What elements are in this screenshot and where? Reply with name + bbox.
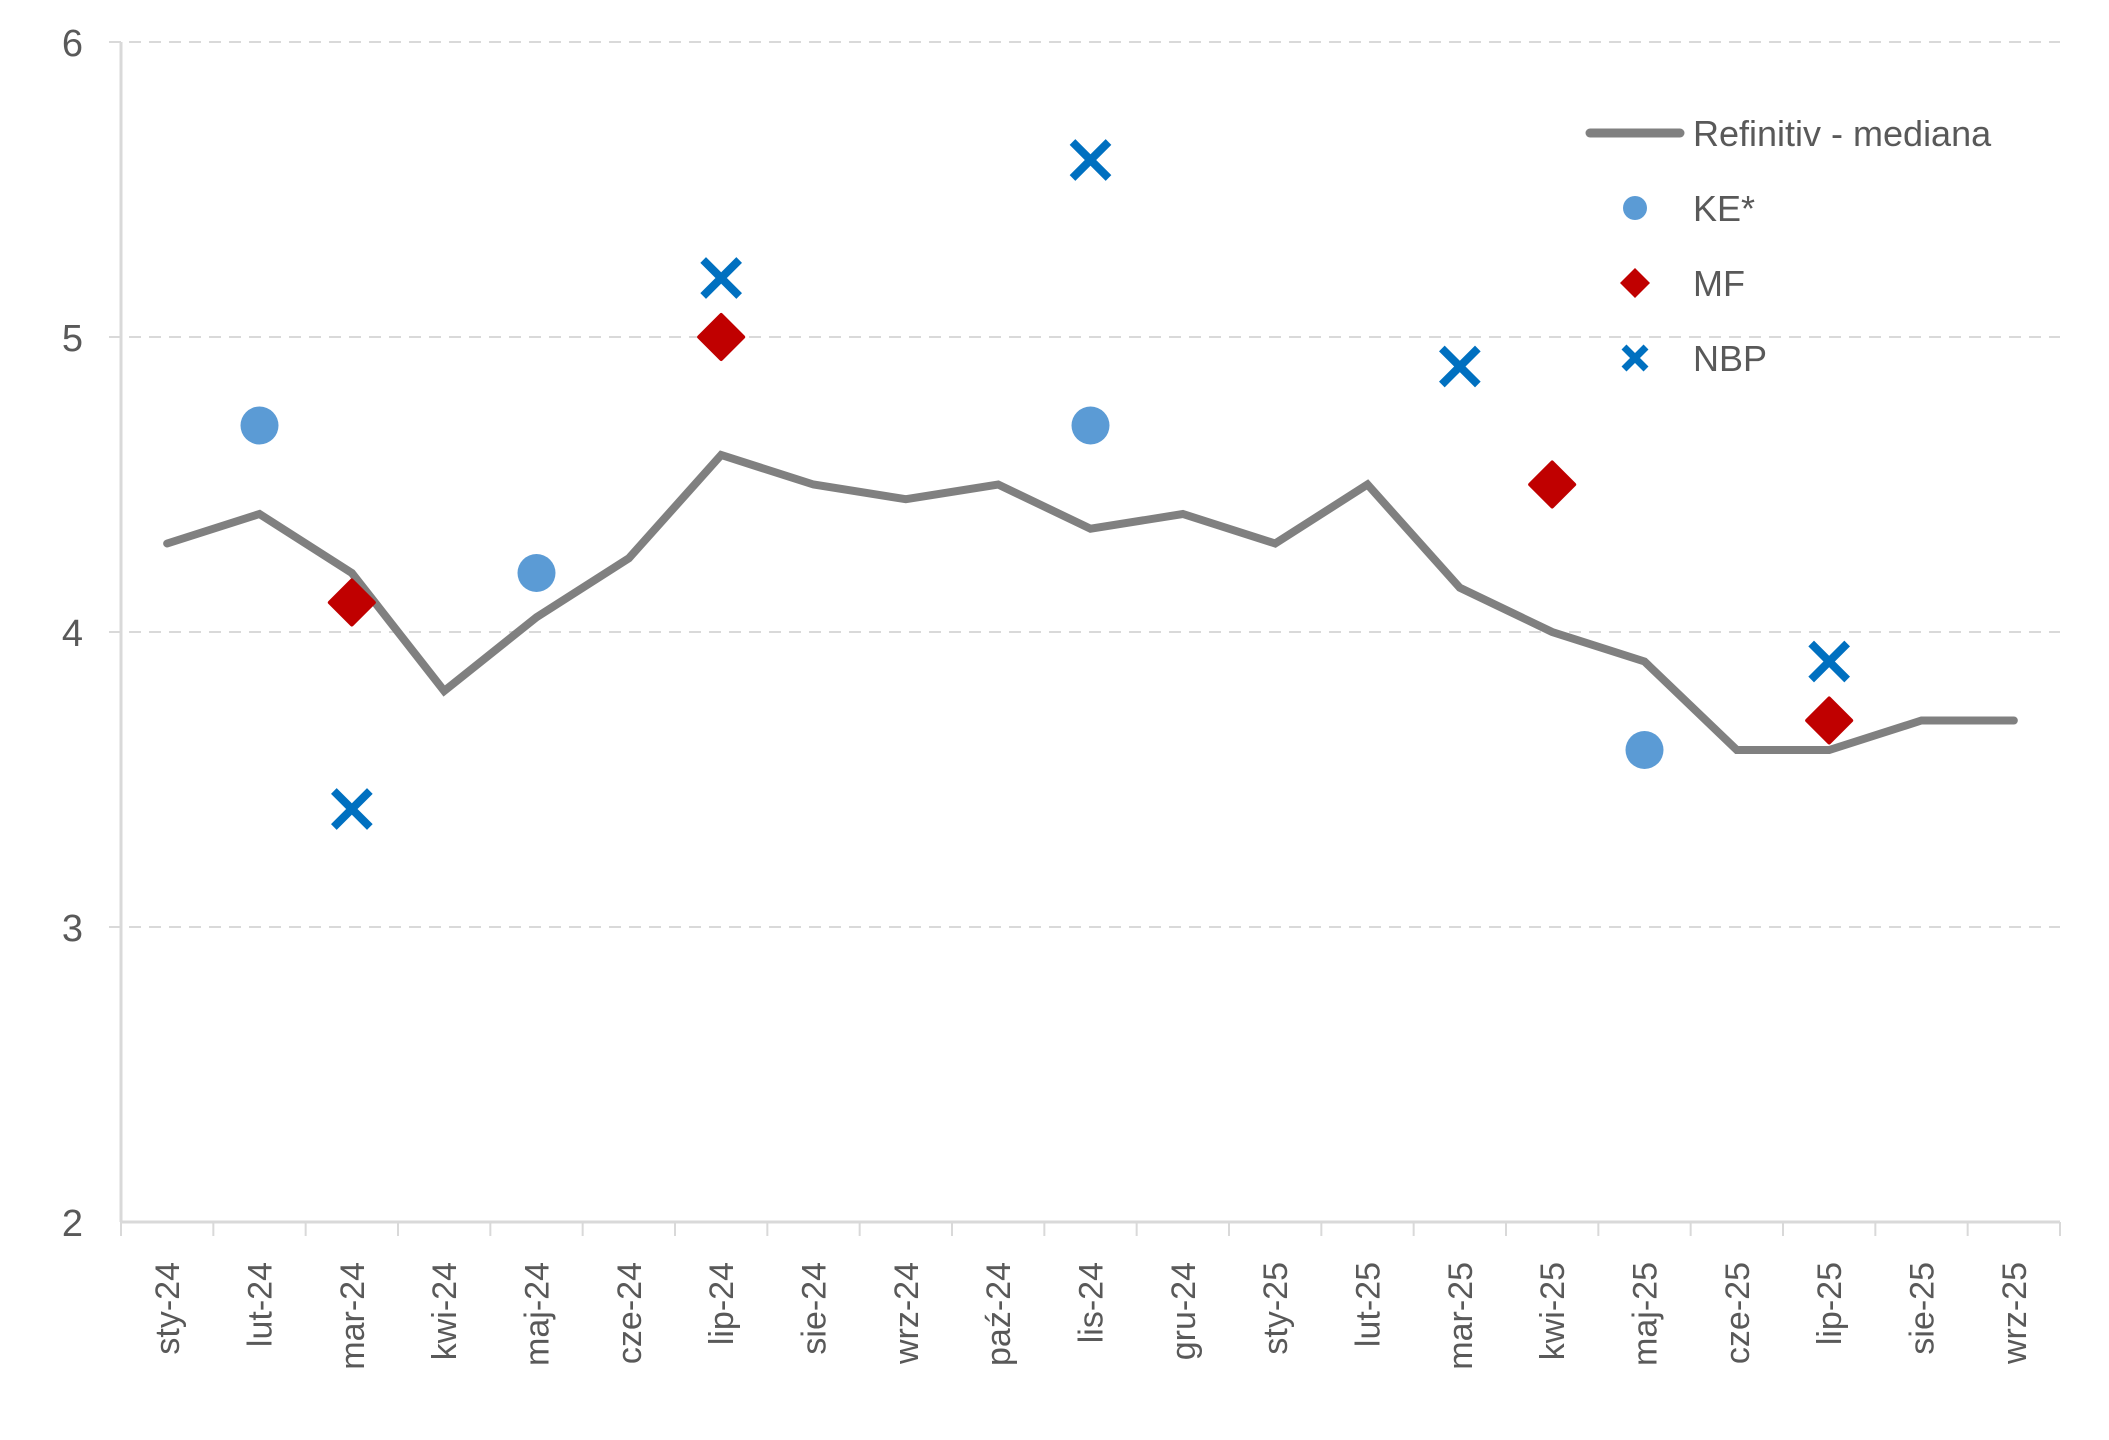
- x-tick-label: kwi-24: [426, 1262, 464, 1360]
- x-tick-label: sty-25: [1257, 1262, 1295, 1355]
- series-ke: [240, 406, 1664, 769]
- legend-item: KE*: [1623, 188, 1755, 229]
- y-tick-label: 6: [62, 23, 83, 65]
- legend-diamond-icon: [1620, 268, 1650, 298]
- data-point-cross: [700, 257, 742, 299]
- legend-cross-icon: [1621, 344, 1649, 372]
- x-tick-label: lut-25: [1350, 1262, 1388, 1347]
- gridlines: [109, 41, 2060, 928]
- data-point-cross: [1808, 640, 1850, 683]
- data-point-diamond: [1528, 460, 1577, 509]
- x-tick-label: lut-24: [242, 1262, 280, 1347]
- x-tick-label: mar-25: [1442, 1262, 1480, 1370]
- legend-item: Refinitiv - mediana: [1585, 113, 1992, 154]
- y-tick-label: 5: [62, 318, 83, 360]
- legend-label: NBP: [1693, 338, 1767, 379]
- x-tick-label: cze-24: [611, 1262, 649, 1364]
- x-tick-label: maj-25: [1627, 1262, 1665, 1366]
- data-point-cross: [1439, 345, 1481, 388]
- data-point-circle: [1071, 406, 1110, 445]
- x-tick-label: sie-25: [1904, 1262, 1942, 1355]
- x-tick-label: paź-24: [980, 1262, 1018, 1366]
- y-tick-label: 4: [62, 613, 83, 655]
- x-tick-label: kwi-25: [1534, 1262, 1572, 1360]
- y-axis-ticks: 2 3 4 5 6: [62, 23, 83, 1245]
- legend: Refinitiv - mediana KE* MF NBP: [1585, 113, 1992, 379]
- data-point-diamond: [697, 313, 746, 361]
- x-tick-label: maj-24: [519, 1262, 557, 1366]
- x-tick-label: sty-24: [149, 1262, 187, 1355]
- series-refinitiv-mediana: [163, 450, 2018, 754]
- legend-item: NBP: [1621, 338, 1767, 379]
- legend-label: Refinitiv - mediana: [1693, 113, 1992, 154]
- x-tick-label: sie-24: [796, 1262, 834, 1355]
- data-point-cross: [331, 788, 373, 830]
- x-tick-label: gru-24: [1165, 1262, 1203, 1360]
- legend-item: MF: [1620, 263, 1745, 304]
- x-tick-label: lip-24: [703, 1262, 741, 1345]
- series-line: [163, 450, 2018, 754]
- data-point-diamond: [1805, 696, 1854, 745]
- x-tick-label: cze-25: [1719, 1262, 1757, 1364]
- x-tick-label: wrz-25: [1996, 1262, 2034, 1365]
- x-tick-label: lis-24: [1073, 1262, 1111, 1343]
- series-mf: [327, 313, 1854, 745]
- x-tick-label: lip-25: [1811, 1262, 1849, 1345]
- data-point-cross: [1069, 139, 1112, 181]
- plot-area: [163, 139, 2018, 830]
- data-point-circle: [517, 554, 556, 592]
- data-point-circle: [1625, 731, 1664, 769]
- series-nbp: [331, 139, 1850, 830]
- legend-label: MF: [1693, 263, 1745, 304]
- y-tick-label: 2: [62, 1203, 83, 1245]
- axes: [119, 42, 2061, 1236]
- x-tick-label: wrz-24: [888, 1262, 926, 1365]
- data-point-diamond: [327, 578, 376, 627]
- legend-circle-icon: [1623, 196, 1647, 220]
- data-point-circle: [240, 406, 279, 445]
- x-axis-ticks: sty-24 lut-24 mar-24 kwi-24 maj-24 cze-24 lip-…: [149, 1262, 2034, 1370]
- y-tick-label: 3: [62, 908, 83, 950]
- legend-label: KE*: [1693, 188, 1755, 229]
- x-tick-label: mar-24: [334, 1262, 372, 1370]
